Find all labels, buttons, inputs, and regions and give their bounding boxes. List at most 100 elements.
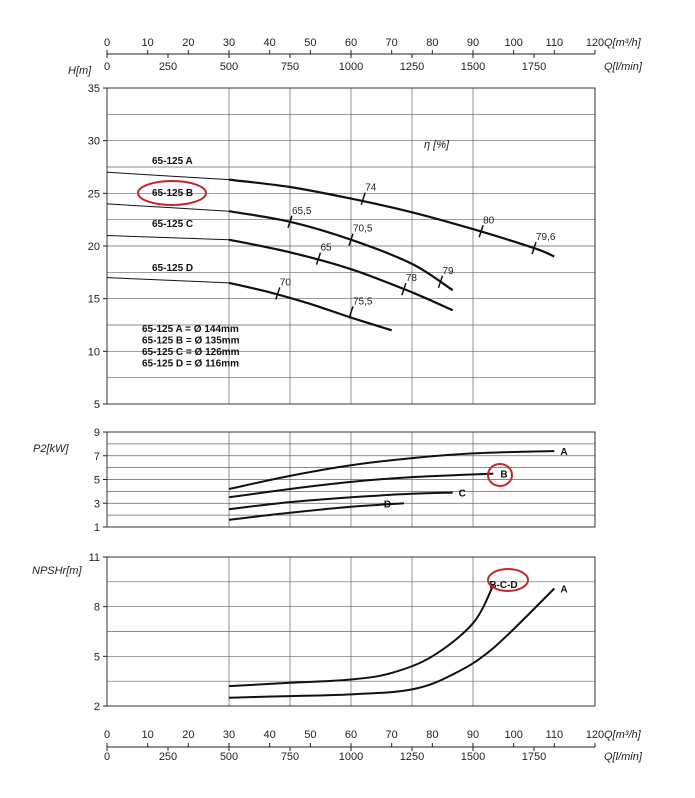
q-m3h-tick-label: 30 — [223, 37, 235, 49]
q-m3h-tick-label: 50 — [304, 37, 316, 49]
y-tick-label: 20 — [88, 241, 100, 253]
y-tick-label: 7 — [94, 451, 100, 463]
series-label: 65-125 A — [152, 156, 193, 167]
efficiency-label: 79 — [442, 266, 454, 277]
head-curve-series — [228, 210, 454, 292]
q-lmin-axis-title: Q[l/min] — [604, 751, 643, 763]
y-tick-label: 1 — [94, 522, 100, 534]
head-curve-series — [228, 238, 454, 312]
q-m3h-tick-label: 110 — [546, 729, 564, 741]
series-label: C — [459, 489, 466, 500]
q-lmin-tick-label: 0 — [104, 751, 110, 763]
efficiency-mark — [437, 275, 444, 289]
q-m3h-tick-label: 80 — [426, 729, 438, 741]
q-lmin-tick-label: 1000 — [339, 61, 363, 73]
q-lmin-tick-label: 1500 — [461, 61, 485, 73]
q-m3h-tick-label: 40 — [264, 729, 276, 741]
efficiency-mark — [315, 252, 322, 265]
q-m3h-tick-label: 90 — [467, 37, 479, 49]
y-tick-label: 15 — [88, 294, 100, 306]
q-m3h-tick-label: 10 — [142, 37, 154, 49]
q-lmin-tick-label: 750 — [281, 751, 299, 763]
series-label: D — [384, 499, 391, 510]
efficiency-label: 70 — [280, 277, 292, 288]
efficiency-label: 75,5 — [353, 296, 373, 307]
curve-series — [228, 491, 453, 511]
efficiency-label: 65,5 — [292, 206, 312, 217]
q-lmin-tick-label: 500 — [220, 61, 238, 73]
efficiency-mark — [348, 306, 354, 319]
y-tick-label: 30 — [88, 136, 100, 148]
head-curve-extension — [106, 203, 230, 212]
efficiency-label: 79,6 — [536, 232, 556, 243]
efficiency-mark — [360, 192, 366, 205]
impeller-legend-line: 65-125 A = Ø 144mm — [142, 324, 239, 335]
series-label: A — [560, 584, 567, 595]
q-lmin-tick-label: 250 — [159, 751, 177, 763]
q-m3h-tick-label: 20 — [182, 729, 194, 741]
head-curve-series — [228, 281, 393, 332]
impeller-legend-line: 65-125 D = Ø 116mm — [142, 359, 239, 370]
efficiency-label: 74 — [365, 183, 377, 194]
efficiency-mark — [275, 287, 281, 300]
efficiency-mark — [478, 225, 484, 238]
q-m3h-tick-label: 40 — [264, 37, 276, 49]
efficiency-title: η [%] — [424, 139, 450, 151]
highlight-ellipse — [487, 568, 529, 592]
impeller-legend-line: 65-125 B = Ø 135mm — [142, 336, 240, 347]
q-lmin-tick-label: 750 — [281, 61, 299, 73]
y-tick-label: 3 — [94, 498, 100, 510]
series-label: B — [500, 470, 507, 481]
y-tick-label: 2 — [94, 701, 100, 713]
q-lmin-tick-label: 1750 — [522, 751, 546, 763]
y-tick-label: 5 — [94, 475, 100, 487]
q-lmin-tick-label: 1250 — [400, 751, 424, 763]
q-m3h-tick-label: 80 — [426, 37, 438, 49]
q-lmin-tick-label: 1500 — [461, 751, 485, 763]
head-curve-series — [228, 178, 555, 258]
q-m3h-tick-label: 30 — [223, 729, 235, 741]
top-flow-axis: 0 10 20 30 40 50 60 70 80 90 100 110 120 0 250 500 750 10… — [104, 37, 643, 73]
q-m3h-tick-label: 120 — [586, 729, 604, 741]
q-lmin-axis-title: Q[l/min] — [604, 61, 643, 73]
curve-series — [228, 472, 494, 499]
q-m3h-tick-label: 70 — [386, 729, 398, 741]
curve-series — [228, 502, 404, 521]
head-curve-extension — [106, 235, 230, 241]
y-tick-label: 10 — [88, 346, 100, 358]
series-label: 65-125 D — [152, 263, 193, 274]
efficiency-mark — [401, 282, 407, 296]
series-label: B-C-D — [489, 580, 517, 591]
q-lmin-tick-label: 250 — [159, 61, 177, 73]
efficiency-mark — [531, 241, 537, 255]
q-m3h-tick-label: 60 — [345, 729, 357, 741]
q-m3h-tick-label: 90 — [467, 729, 479, 741]
q-m3h-tick-label: 0 — [104, 729, 110, 741]
q-m3h-tick-label: 0 — [104, 37, 110, 49]
q-m3h-tick-label: 110 — [546, 37, 564, 49]
q-m3h-axis-title: Q[m³/h] — [604, 37, 642, 49]
y-tick-label: 5 — [94, 651, 100, 663]
q-m3h-tick-label: 120 — [586, 37, 604, 49]
q-lmin-tick-label: 1000 — [339, 751, 363, 763]
y-tick-label: 11 — [89, 552, 100, 564]
head-curve-extension — [106, 171, 230, 181]
y-axis-title: H[m] — [68, 65, 92, 77]
npsh-panel: 2 5 8 11 NPSHr[m] B-C-D A — [32, 552, 596, 713]
impeller-legend-line: 65-125 C = Ø 126mm — [142, 347, 240, 358]
efficiency-mark — [287, 215, 293, 229]
q-lmin-tick-label: 0 — [104, 61, 110, 73]
y-tick-label: 35 — [88, 83, 100, 95]
series-label: 65-125 B — [152, 188, 193, 199]
y-tick-label: 8 — [94, 602, 100, 614]
bottom-flow-axis: 0 10 20 30 40 50 60 70 80 90 100 110 120 0 250 500 750 10… — [104, 729, 643, 763]
efficiency-label: 70,5 — [353, 224, 373, 235]
q-m3h-tick-label: 60 — [345, 37, 357, 49]
y-tick-label: 25 — [88, 188, 100, 200]
curve-series — [228, 587, 556, 699]
q-lmin-tick-label: 1750 — [522, 61, 546, 73]
y-axis-title: P2[kW] — [33, 443, 69, 455]
curve-series — [228, 450, 555, 490]
highlight-ellipse — [137, 180, 207, 206]
